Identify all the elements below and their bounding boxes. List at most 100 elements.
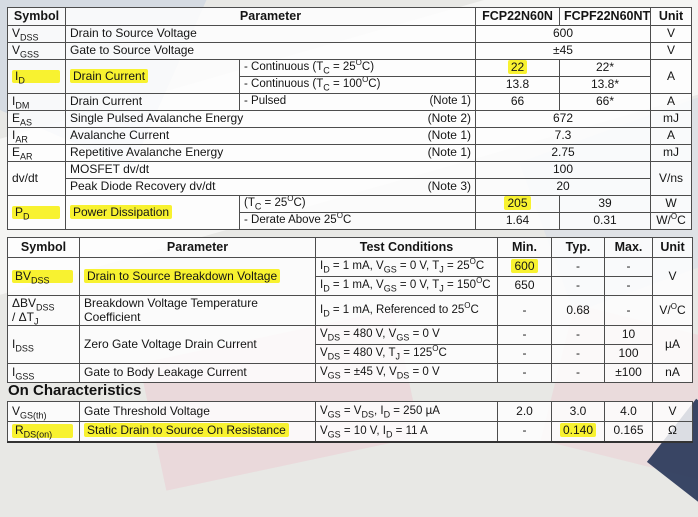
parameter-cell: Single Pulsed Avalanche Energy (Note 2) — [65, 110, 476, 128]
value-cell: 22* — [559, 59, 651, 77]
typ-cell: - — [551, 325, 605, 345]
symbol-cell: VGS(th) — [7, 401, 80, 422]
value-cell: 39 — [559, 195, 651, 213]
highlight-0140: 0.140 — [559, 423, 597, 438]
unit-cell: mJ — [650, 110, 692, 128]
parameter-cell: Drain to Source Voltage — [65, 25, 476, 43]
header-symbol: Symbol — [7, 237, 80, 258]
table-row-vgss: VGSS Gate to Source Voltage ±45 V — [7, 42, 692, 60]
highlight-id-symbol: ID — [12, 69, 60, 84]
value-cell: 20 — [475, 178, 651, 196]
header-unit: Unit — [650, 7, 692, 26]
unit-cell: nA — [652, 363, 693, 383]
table-row-idm: IDM Drain Current - Pulsed (Note 1) 66 66… — [7, 93, 692, 111]
min-cell: 600 — [497, 257, 552, 277]
unit-cell: µA — [652, 325, 693, 364]
parameter-cell: Avalanche Current (Note 1) — [65, 127, 476, 145]
parameter-cell: Breakdown Voltage Temperature Coefficien… — [79, 295, 316, 326]
header-max: Max. — [604, 237, 653, 258]
highlight-on-resistance: Static Drain to Source On Resistance — [84, 423, 289, 438]
section-title-on-characteristics: On Characteristics — [8, 382, 142, 399]
value-cell: 66* — [559, 93, 651, 111]
unit-cell: W/OC — [650, 212, 692, 230]
symbol-cell: IDSS — [7, 325, 80, 364]
min-cell: 650 — [497, 276, 552, 296]
typ-cell: - — [551, 363, 605, 383]
header-parameter: Parameter — [65, 7, 476, 26]
value-cell: 600 — [475, 25, 651, 43]
header-device1: FCP22N60N — [475, 7, 560, 26]
condition-cell: - Derate Above 25OC — [239, 212, 476, 230]
max-cell: - — [604, 257, 653, 277]
max-cell: 0.165 — [604, 421, 653, 442]
typ-cell: - — [551, 344, 605, 364]
min-cell: 2.0 — [497, 401, 552, 422]
table-row-vdss: VDSS Drain to Source Voltage 600 V — [7, 25, 692, 43]
value-cell: 1.64 — [475, 212, 560, 230]
table-row-id-25c: ID Drain Current - Continuous (TC = 25OC… — [7, 59, 692, 94]
value-cell: 66 — [475, 93, 560, 111]
symbol-cell: ID — [7, 59, 66, 94]
table-header-row: Symbol Parameter Test Conditions Min. Ty… — [7, 237, 693, 258]
parameter-cell: Drain to Source Breakdown Voltage — [79, 257, 316, 296]
parameter-cell: Gate to Body Leakage Current — [79, 363, 316, 383]
value-cell: 205 — [475, 195, 560, 213]
typ-cell: 0.68 — [551, 295, 605, 326]
symbol-cell: PD — [7, 195, 66, 230]
electrical-characteristics-table: Symbol Parameter Test Conditions Min. Ty… — [7, 237, 693, 383]
highlight-bvdss-symbol: BVDSS — [12, 269, 74, 284]
value-cell: 2.75 — [475, 144, 651, 162]
condition-cell: ID = 1 mA, VGS = 0 V, TJ = 150OC — [315, 276, 498, 296]
unit-cell: mJ — [650, 144, 692, 162]
symbol-cell: IGSS — [7, 363, 80, 383]
value-cell: 0.31 — [559, 212, 651, 230]
parameter-text: Single Pulsed Avalanche Energy — [70, 111, 244, 126]
symbol-cell: dv/dt — [7, 161, 66, 196]
min-cell: - — [497, 344, 552, 364]
table-row-igss: IGSS Gate to Body Leakage Current VGS = … — [7, 363, 693, 383]
parameter-cell: Power Dissipation — [65, 195, 240, 230]
highlight-22: 22 — [507, 60, 528, 75]
highlight-600: 600 — [511, 259, 538, 274]
max-cell: 10 — [604, 325, 653, 345]
value-cell: 13.8 — [475, 76, 560, 94]
typ-cell: - — [551, 257, 605, 277]
unit-cell: A — [650, 93, 692, 111]
parameter-cell: Drain Current — [65, 93, 240, 111]
symbol-cell: VDSS — [7, 25, 66, 43]
symbol-cell: VGSS — [7, 42, 66, 60]
min-cell: - — [497, 363, 552, 383]
condition-cell: VDS = 480 V, TJ = 125OC — [315, 344, 498, 364]
unit-cell: V/ns — [650, 161, 692, 196]
table-row-ear: EAR Repetitive Avalanche Energy (Note 1) … — [7, 144, 692, 162]
header-typ: Typ. — [551, 237, 605, 258]
table-row-dvdt-diode: Peak Diode Recovery dv/dt (Note 3) 20 — [8, 178, 692, 196]
min-cell: - — [497, 295, 552, 326]
unit-cell: V — [650, 42, 692, 60]
parameter-cell: Peak Diode Recovery dv/dt (Note 3) — [65, 178, 476, 196]
highlight-rdson-symbol: RDS(on) — [12, 424, 74, 439]
table-row-idss-480v: IDSS Zero Gate Voltage Drain Current VDS… — [7, 325, 693, 364]
note-ref: (Note 3) — [427, 179, 471, 194]
maximum-ratings-table: Symbol Parameter FCP22N60N FCPF22N60NT U… — [7, 7, 692, 230]
note-ref: (Note 1) — [429, 95, 471, 108]
unit-cell: Ω — [652, 421, 693, 442]
header-min: Min. — [497, 237, 552, 258]
condition-cell: ID = 1 mA, Referenced to 25OC — [315, 295, 498, 326]
symbol-cell: BVDSS — [7, 257, 80, 296]
value-cell: ±45 — [475, 42, 651, 60]
parameter-cell: Zero Gate Voltage Drain Current — [79, 325, 316, 364]
unit-cell: A — [650, 127, 692, 145]
condition-cell: VGS = ±45 V, VDS = 0 V — [315, 363, 498, 383]
unit-cell: V/OC — [652, 295, 693, 326]
max-cell: ±100 — [604, 363, 653, 383]
condition-cell: - Continuous (TC = 100OC) — [239, 76, 476, 94]
typ-cell: - — [551, 276, 605, 296]
header-parameter: Parameter — [79, 237, 316, 258]
note-ref: (Note 2) — [427, 111, 471, 126]
value-cell: 7.3 — [475, 127, 651, 145]
value-cell: 22 — [475, 59, 560, 77]
unit-cell: W — [650, 195, 692, 213]
condition-text: - Pulsed — [244, 95, 287, 108]
condition-cell: VDS = 480 V, VGS = 0 V — [315, 325, 498, 345]
